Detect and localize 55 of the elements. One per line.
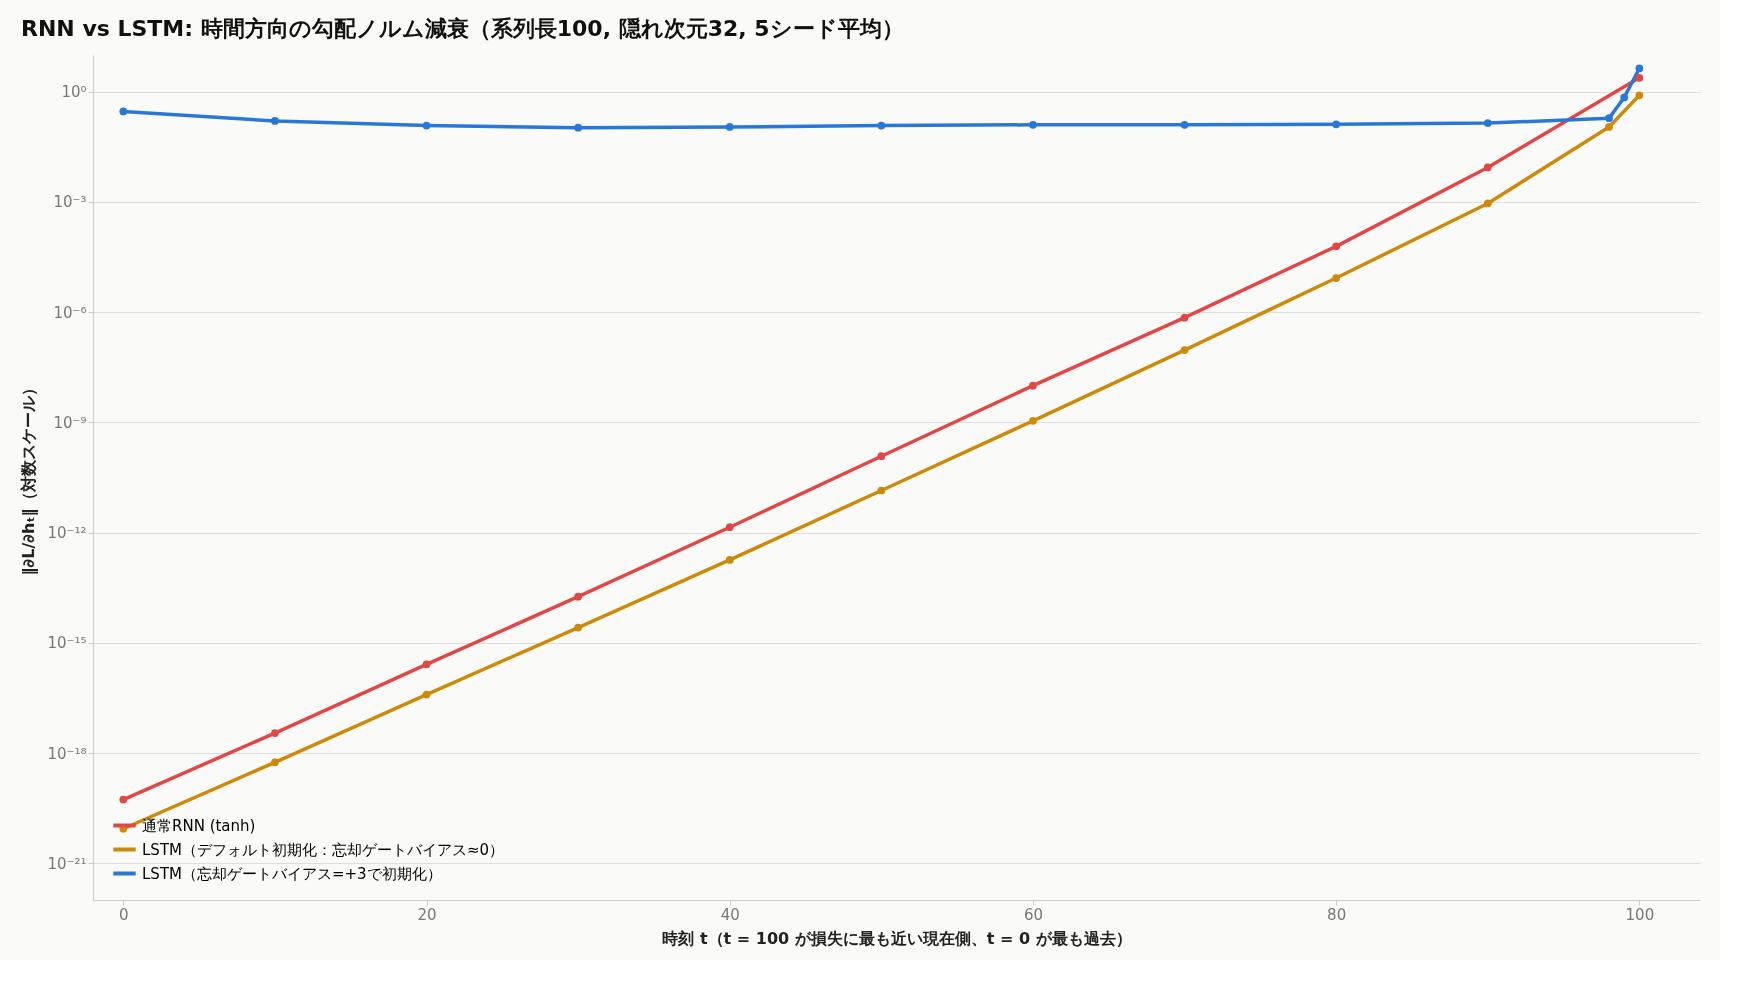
point — [725, 556, 734, 564]
chart-title: RNN vs LSTM: 時間方向の勾配ノルム減衰（系列長100, 隠れ次元32, 5シード平均） — [20, 16, 904, 41]
point — [725, 523, 734, 532]
x-tick-label: 80 — [1327, 905, 1347, 924]
point — [574, 123, 583, 132]
legend-label: LSTM（デフォルト初期化：忘却ゲートバイアス≈0） — [142, 840, 505, 859]
point — [1620, 93, 1629, 102]
point — [1483, 199, 1492, 208]
y-axis-title: ‖∂L/∂hₜ‖（対数スケール） — [19, 380, 40, 576]
y-tick-label: 10⁻⁶ — [53, 303, 87, 322]
y-tick-label: 10⁻¹⁵ — [47, 634, 87, 653]
point — [1332, 120, 1341, 129]
point — [574, 623, 583, 632]
point — [877, 452, 886, 461]
point — [1332, 274, 1341, 282]
point — [119, 795, 128, 804]
point — [422, 690, 431, 699]
point — [422, 121, 431, 130]
point — [1483, 119, 1492, 127]
point — [271, 117, 279, 125]
point — [1180, 313, 1189, 322]
point — [1332, 242, 1341, 251]
point — [1635, 64, 1644, 73]
point — [877, 486, 886, 495]
x-tick-label: 20 — [417, 905, 437, 924]
point — [1180, 120, 1189, 129]
point — [1635, 91, 1644, 100]
y-tick-label: 10⁻⁹ — [53, 413, 87, 432]
y-tick-label: 10⁻¹⁸ — [47, 744, 87, 763]
point — [119, 107, 128, 116]
point — [1605, 123, 1613, 131]
point — [725, 123, 734, 131]
legend-label: 通常RNN (tanh) — [142, 816, 256, 835]
point — [1483, 163, 1492, 172]
legend-label: LSTM（忘却ゲートバイアス=+3で初期化） — [142, 864, 442, 883]
point — [1029, 417, 1037, 425]
x-tick-label: 100 — [1625, 905, 1655, 924]
point — [1029, 120, 1037, 129]
x-tick-label: 0 — [119, 905, 129, 924]
point — [1029, 381, 1037, 390]
y-tick-label: 10⁰ — [61, 83, 87, 102]
point — [271, 729, 279, 737]
x-tick-label: 40 — [720, 905, 740, 924]
point — [1180, 346, 1189, 354]
y-tick-label: 10⁻²¹ — [47, 854, 87, 873]
x-tick-label: 60 — [1023, 905, 1043, 924]
point — [271, 758, 279, 767]
x-axis-title: 時刻 t（t = 100 が損失に最も近い現在側、t = 0 が最も過去） — [662, 928, 1132, 948]
y-tick-label: 10⁻¹² — [47, 524, 87, 543]
point — [574, 592, 583, 601]
point — [1635, 73, 1644, 82]
point — [1605, 114, 1613, 123]
point — [877, 121, 886, 130]
point — [422, 660, 431, 669]
y-tick-label: 10⁻³ — [53, 193, 87, 212]
